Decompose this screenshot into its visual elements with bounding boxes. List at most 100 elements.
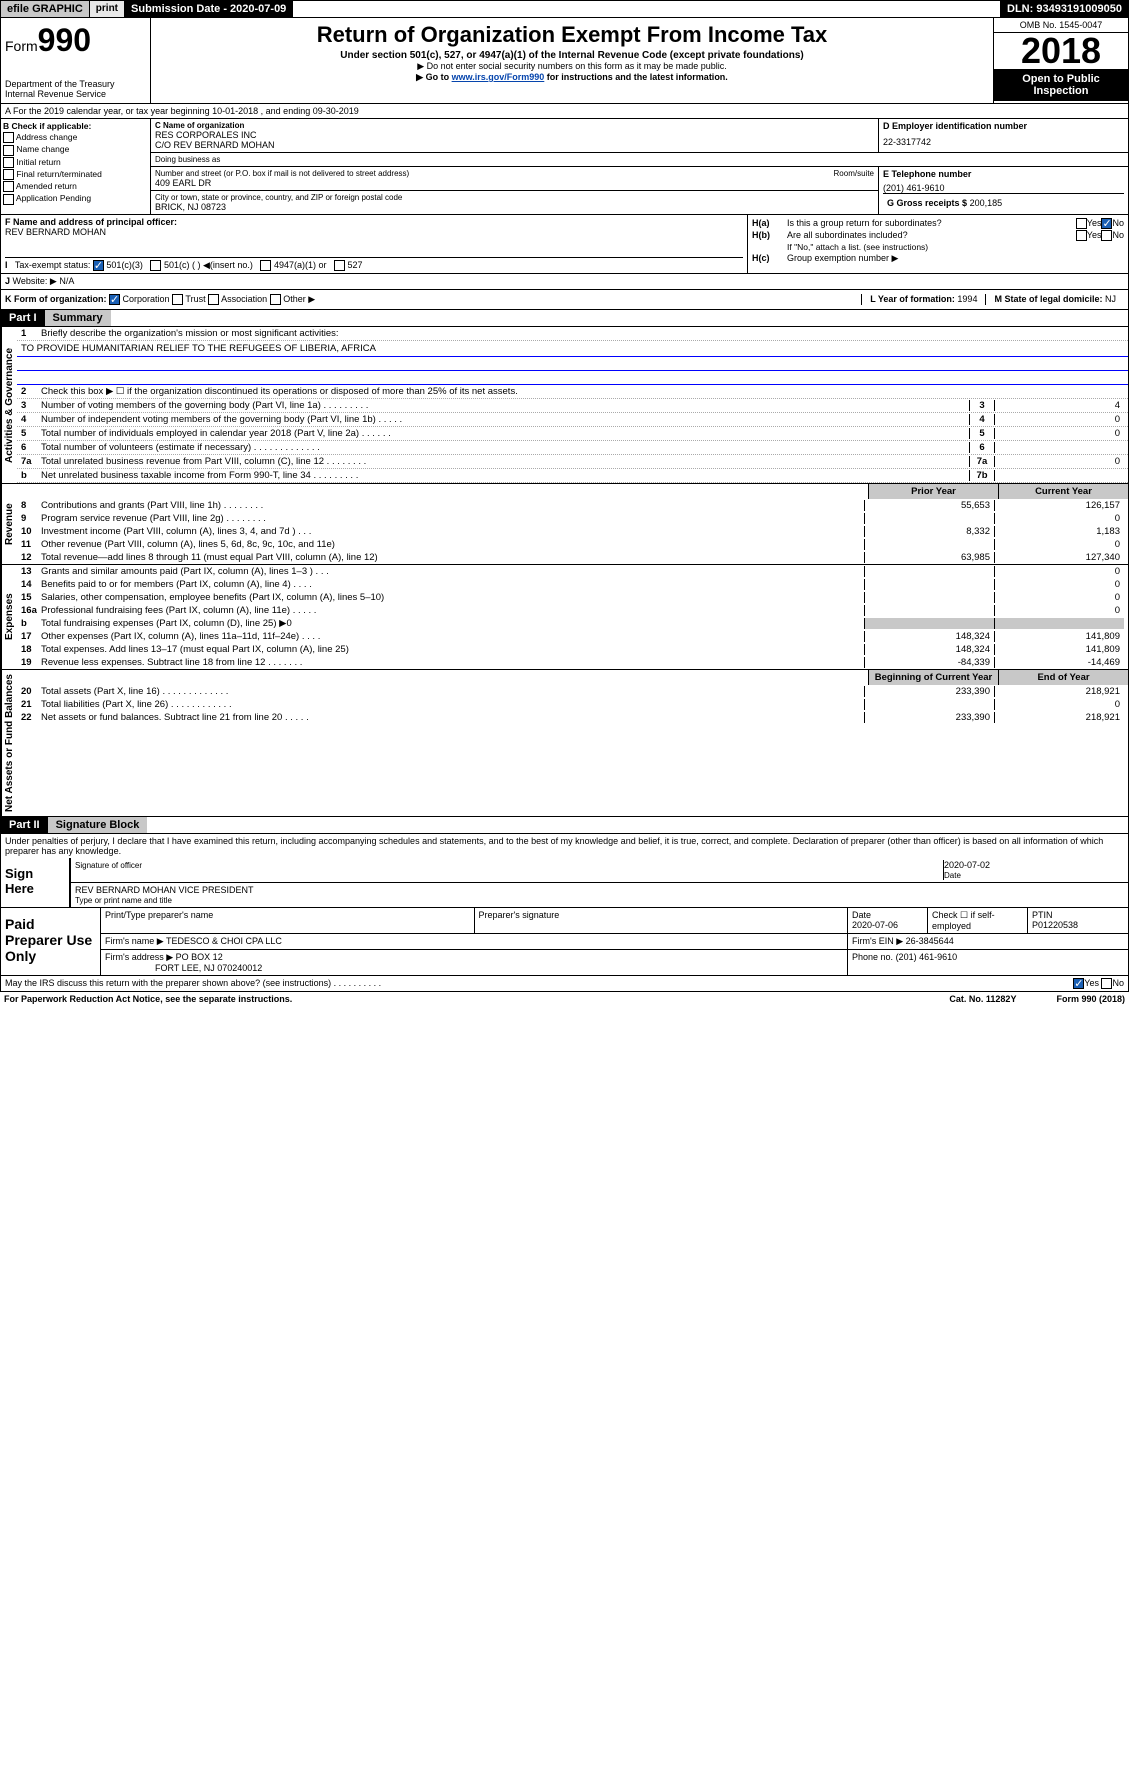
l12: Total revenue—add lines 8 through 11 (mu… bbox=[41, 552, 864, 563]
l8: Contributions and grants (Part VIII, lin… bbox=[41, 500, 864, 511]
hc-txt: Group exemption number ▶ bbox=[787, 253, 898, 264]
org-name: RES CORPORALES INC bbox=[155, 130, 874, 140]
ptin: P01220538 bbox=[1032, 920, 1078, 930]
l9: Program service revenue (Part VIII, line… bbox=[41, 513, 864, 524]
chk-assoc[interactable] bbox=[208, 294, 219, 305]
m-lbl: M State of legal domicile: bbox=[994, 294, 1102, 304]
chk-corp[interactable] bbox=[109, 294, 120, 305]
chk-501c3[interactable] bbox=[93, 260, 104, 271]
org-name2: C/O REV BERNARD MOHAN bbox=[155, 140, 874, 150]
subtitle: Under section 501(c), 527, or 4947(a)(1)… bbox=[155, 50, 989, 61]
part2-hdr: Part II bbox=[1, 817, 48, 833]
l2-desc: Check this box ▶ ☐ if the organization d… bbox=[41, 386, 1124, 397]
i-o3: 4947(a)(1) or bbox=[274, 260, 327, 270]
form990-link[interactable]: www.irs.gov/Form990 bbox=[452, 72, 545, 82]
a-line: A For the 2019 calendar year, or tax yea… bbox=[0, 104, 1129, 119]
tel-box: E Telephone number (201) 461-9610 G Gros… bbox=[878, 167, 1128, 214]
k-row: K Form of organization: Corporation Trus… bbox=[0, 290, 1129, 310]
goto-line: ▶ Go to www.irs.gov/Form990 for instruct… bbox=[155, 72, 989, 83]
chk-527[interactable] bbox=[334, 260, 345, 271]
part2-title: Signature Block bbox=[48, 817, 148, 833]
b-pending[interactable]: Application Pending bbox=[3, 193, 148, 204]
i-o2: 501(c) ( ) ◀(insert no.) bbox=[164, 260, 253, 270]
hb-txt: Are all subordinates included? bbox=[787, 230, 1076, 241]
omb-cell: OMB No. 1545-0047 2018 Open to Public In… bbox=[993, 18, 1128, 103]
addr-box: Number and street (or P.O. box if mail i… bbox=[151, 167, 878, 191]
b-initial[interactable]: Initial return bbox=[3, 157, 148, 168]
l6-desc: Total number of volunteers (estimate if … bbox=[41, 442, 969, 453]
part1-title: Summary bbox=[45, 310, 111, 326]
e-lbl: E Telephone number bbox=[883, 169, 1124, 179]
ha-yes[interactable] bbox=[1076, 218, 1087, 229]
expenses-section: Expenses 13Grants and similar amounts pa… bbox=[0, 565, 1129, 670]
form-ref: Form 990 (2018) bbox=[1056, 994, 1125, 1004]
l3-val: 4 bbox=[994, 400, 1124, 411]
l3-desc: Number of voting members of the governin… bbox=[41, 400, 969, 411]
l8-c: 126,157 bbox=[994, 500, 1124, 511]
b-addr-change[interactable]: Address change bbox=[3, 132, 148, 143]
l13: Grants and similar amounts paid (Part IX… bbox=[41, 566, 864, 577]
l10: Investment income (Part VIII, column (A)… bbox=[41, 526, 864, 537]
main-title: Return of Organization Exempt From Incom… bbox=[155, 22, 989, 48]
mission-blank1 bbox=[17, 357, 1128, 371]
b-final[interactable]: Final return/terminated bbox=[3, 169, 148, 180]
current-hdr: Current Year bbox=[998, 484, 1128, 499]
l10-c: 1,183 bbox=[994, 526, 1124, 537]
col-b: B Check if applicable: Address change Na… bbox=[1, 119, 151, 214]
netassets-section: Net Assets or Fund Balances Beginning of… bbox=[0, 670, 1129, 817]
l18: Total expenses. Add lines 13–17 (must eq… bbox=[41, 644, 864, 655]
print-button[interactable]: print bbox=[90, 1, 125, 17]
chk-trust[interactable] bbox=[172, 294, 183, 305]
tel-value: (201) 461-9610 bbox=[883, 183, 1124, 193]
footer-row: For Paperwork Reduction Act Notice, see … bbox=[0, 992, 1129, 1006]
b-name-change[interactable]: Name change bbox=[3, 144, 148, 155]
l4-desc: Number of independent voting members of … bbox=[41, 414, 969, 425]
b-amended[interactable]: Amended return bbox=[3, 181, 148, 192]
discuss-yes[interactable] bbox=[1073, 978, 1084, 989]
discuss-no[interactable] bbox=[1101, 978, 1112, 989]
ha-lbl: H(a) bbox=[752, 218, 787, 229]
l12-c: 127,340 bbox=[994, 552, 1124, 563]
l7a-desc: Total unrelated business revenue from Pa… bbox=[41, 456, 969, 467]
dept-treasury: Department of the Treasury Internal Reve… bbox=[5, 79, 146, 99]
signature-section: Under penalties of perjury, I declare th… bbox=[0, 834, 1129, 908]
discuss-row: May the IRS discuss this return with the… bbox=[0, 976, 1129, 992]
b-label: B Check if applicable: bbox=[3, 121, 148, 131]
chk-501c[interactable] bbox=[150, 260, 161, 271]
end-hdr: End of Year bbox=[998, 670, 1128, 685]
l-lbl: L Year of formation: bbox=[870, 294, 955, 304]
gross-box: G Gross receipts $ 200,185 bbox=[883, 193, 1124, 212]
hb-no[interactable] bbox=[1101, 230, 1112, 241]
sig-name: REV BERNARD MOHAN VICE PRESIDENT bbox=[75, 885, 254, 895]
chk-4947[interactable] bbox=[260, 260, 271, 271]
sig-declaration: Under penalties of perjury, I declare th… bbox=[1, 834, 1128, 858]
tax-year: 2018 bbox=[994, 33, 1128, 69]
j-lbl: J bbox=[5, 276, 10, 287]
l11-c: 0 bbox=[994, 539, 1124, 550]
j-txt: Website: ▶ bbox=[13, 276, 57, 287]
prep-name-hdr: Print/Type preparer's name bbox=[101, 908, 475, 933]
pra-notice: For Paperwork Reduction Act Notice, see … bbox=[4, 994, 909, 1004]
l7b-desc: Net unrelated business taxable income fr… bbox=[41, 470, 969, 481]
l20: Total assets (Part X, line 16) . . . . .… bbox=[41, 686, 864, 697]
chk-other[interactable] bbox=[270, 294, 281, 305]
prior-hdr: Prior Year bbox=[868, 484, 998, 499]
l19: Revenue less expenses. Subtract line 18 … bbox=[41, 657, 864, 668]
firm-addr2: FORT LEE, NJ 070240012 bbox=[155, 963, 262, 973]
sig-officer-lbl: Signature of officer bbox=[75, 861, 142, 870]
i-o1: 501(c)(3) bbox=[106, 260, 143, 270]
city-value: BRICK, NJ 08723 bbox=[155, 202, 874, 212]
l1-desc: Briefly describe the organization's miss… bbox=[41, 328, 1124, 339]
l22: Net assets or fund balances. Subtract li… bbox=[41, 712, 864, 723]
ha-no[interactable] bbox=[1101, 218, 1112, 229]
hb-yes[interactable] bbox=[1076, 230, 1087, 241]
dba-row: Doing business as bbox=[151, 153, 1128, 167]
self-emp: Check ☐ if self-employed bbox=[928, 908, 1028, 933]
m-val: NJ bbox=[1105, 294, 1116, 304]
i-lbl: I bbox=[5, 260, 8, 270]
form-header: Form990 Department of the Treasury Inter… bbox=[0, 18, 1129, 104]
form-word: Form bbox=[5, 38, 38, 54]
city-box: City or town, state or province, country… bbox=[151, 191, 878, 214]
firm-phone: (201) 461-9610 bbox=[896, 952, 958, 962]
goto-pre: ▶ Go to bbox=[416, 72, 451, 82]
